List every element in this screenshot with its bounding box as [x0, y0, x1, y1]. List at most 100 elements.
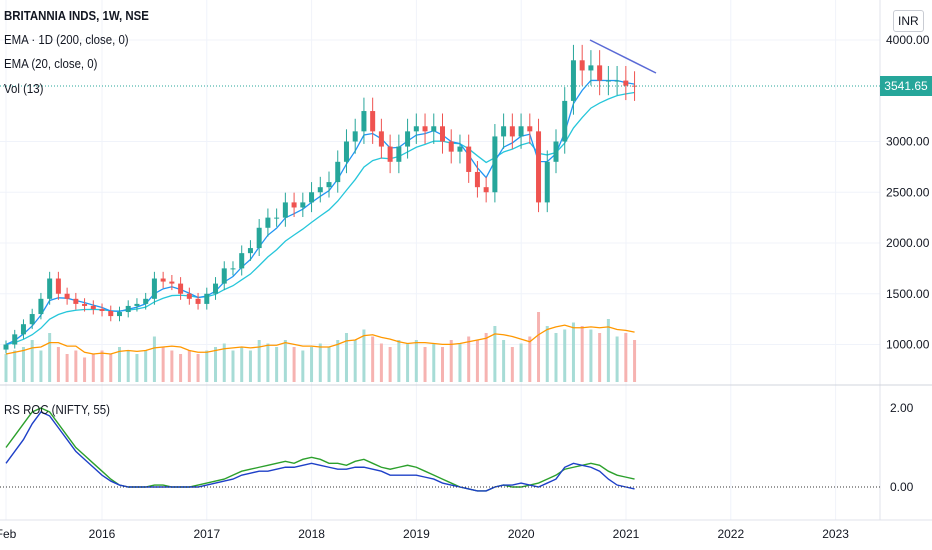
volume-bar — [502, 340, 506, 382]
candle — [143, 298, 149, 304]
volume-bar — [48, 333, 52, 382]
candle — [483, 187, 489, 193]
candle — [553, 141, 559, 162]
volume-bar — [336, 340, 340, 382]
volume-bar — [283, 340, 287, 382]
volume-bar — [275, 347, 279, 382]
volume-bar — [563, 329, 567, 382]
candle — [300, 202, 306, 208]
volume-bar — [126, 350, 130, 382]
candle — [64, 293, 70, 299]
candle — [518, 126, 524, 137]
time-tick: 2019 — [403, 527, 430, 541]
candle — [29, 314, 35, 325]
candle — [291, 202, 297, 208]
volume-bar — [30, 340, 34, 382]
time-tick: 2020 — [508, 527, 535, 541]
volume-bar — [379, 343, 383, 382]
candle — [536, 131, 542, 203]
currency-button[interactable]: INR — [893, 10, 924, 32]
volume-bar — [214, 347, 218, 382]
volume-bar — [292, 347, 296, 382]
candle — [108, 311, 114, 317]
candle — [239, 253, 245, 269]
volume-legend[interactable]: Vol (13) — [4, 81, 44, 96]
volume-bar — [187, 350, 191, 382]
volume-bar — [633, 340, 637, 382]
time-tick: 2021 — [613, 527, 640, 541]
rsroc-line-0 — [5, 407, 635, 492]
candle — [466, 146, 472, 172]
volume-bar — [441, 347, 444, 382]
rsroc-legend[interactable]: RS ROC (NIFTY, 55) — [4, 402, 110, 417]
candle — [247, 248, 253, 254]
volume-bar — [222, 343, 226, 382]
candle — [195, 298, 201, 304]
candle — [457, 146, 463, 152]
candle — [431, 126, 437, 132]
candle — [501, 126, 507, 137]
volume-bar — [510, 347, 514, 382]
volume-bar — [484, 333, 488, 382]
volume-bar — [117, 347, 121, 382]
candle — [588, 65, 594, 71]
volume-bar — [248, 350, 252, 382]
candle — [230, 268, 236, 270]
volume-bar — [344, 333, 348, 382]
time-tick: 2023 — [822, 527, 849, 541]
volume-bar — [170, 350, 174, 382]
ema200-legend[interactable]: EMA · 1D (200, close, 0) — [4, 32, 129, 47]
candle — [326, 182, 332, 188]
ema20-legend[interactable]: EMA (20, close, 0) — [4, 56, 98, 71]
volume-bar — [571, 322, 575, 382]
candle — [343, 141, 349, 162]
volume-bar — [362, 329, 366, 382]
candle — [361, 111, 367, 132]
volume-bar — [144, 350, 148, 382]
volume-bar — [231, 350, 235, 382]
candle — [55, 278, 61, 294]
price-tick: 1000.00 — [886, 338, 930, 352]
volume-bar — [493, 326, 497, 382]
volume-bar — [528, 336, 532, 382]
volume-bar — [161, 347, 165, 382]
volume-bar — [388, 347, 392, 382]
volume-bar — [56, 347, 60, 382]
candle — [186, 293, 192, 299]
candle — [623, 80, 629, 86]
candle — [387, 146, 393, 162]
volume-bar — [135, 354, 139, 382]
last-price-label: 3541.65 — [880, 76, 932, 96]
volume-bar — [4, 354, 8, 382]
price-tick: 4000.00 — [886, 33, 930, 47]
volume-bar — [580, 326, 584, 382]
volume-bar — [519, 343, 523, 382]
volume-bar — [371, 336, 375, 382]
volume-bar — [301, 350, 305, 382]
volume-bar — [13, 350, 17, 382]
volume-bar — [91, 354, 95, 382]
time-tick: 2018 — [298, 527, 325, 541]
candle — [282, 202, 288, 218]
volume-bar — [240, 347, 244, 382]
price-tick: 2500.00 — [886, 185, 930, 199]
candle — [90, 305, 96, 309]
candle — [82, 303, 88, 306]
candle — [221, 268, 227, 284]
candle — [562, 100, 568, 142]
candle — [378, 131, 384, 147]
candle — [335, 161, 341, 183]
candle — [38, 298, 44, 315]
candle — [396, 146, 402, 162]
candle — [509, 126, 515, 137]
volume-bar — [83, 357, 87, 382]
volume-bar — [475, 340, 479, 382]
candle — [317, 187, 323, 193]
candle — [116, 312, 122, 317]
volume-ma-line — [5, 324, 635, 355]
candle — [73, 298, 79, 304]
candle — [3, 344, 9, 350]
volume-bar — [397, 340, 401, 382]
